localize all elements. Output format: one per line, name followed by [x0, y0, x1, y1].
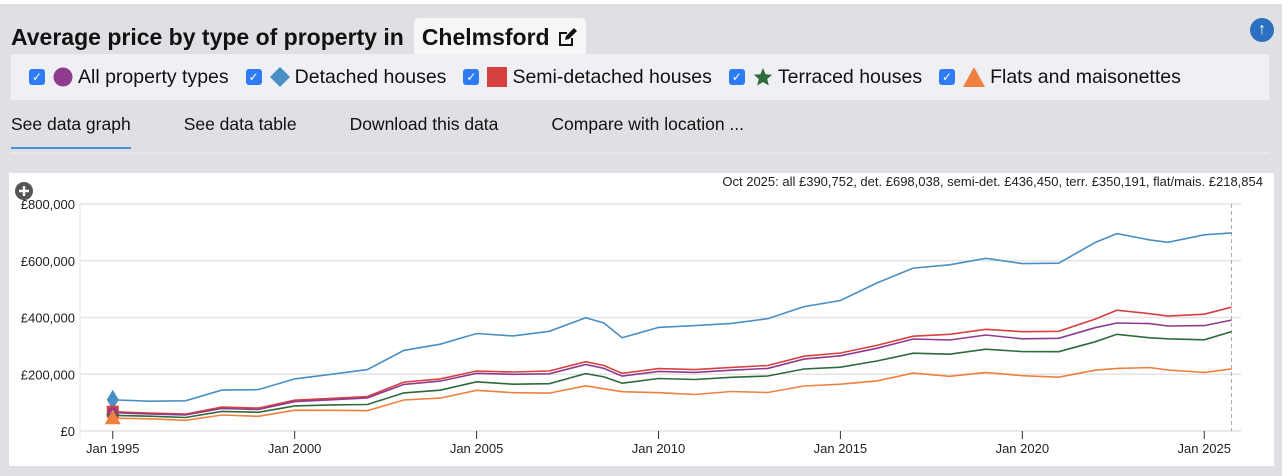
checkbox[interactable]: ✓ [939, 69, 956, 85]
checkbox[interactable]: ✓ [29, 69, 45, 85]
checkbox[interactable]: ✓ [728, 69, 745, 85]
legend-item-all[interactable]: ✓ All property types [29, 66, 229, 89]
x-tick-label: Jan 2015 [814, 441, 868, 456]
zoom-in-icon[interactable] [15, 182, 33, 200]
legend-label: Terraced houses [777, 65, 923, 88]
y-tick-label: £400,000 [21, 311, 75, 326]
tab-data-graph[interactable]: See data graph [11, 114, 131, 149]
page-title: Average price by type of property in [11, 24, 404, 50]
legend-item-flats[interactable]: ✓ Flats and maisonettes [939, 66, 1181, 89]
x-tick-label: Jan 2010 [632, 441, 686, 456]
x-tick-label: Jan 2000 [268, 441, 322, 456]
series-line-detached-houses [112, 232, 1232, 403]
legend-item-detached[interactable]: ✓ Detached houses [245, 65, 447, 89]
tab-download-data[interactable]: Download this data [349, 114, 499, 134]
location-name: Chelmsford [421, 24, 550, 50]
x-tick-label: Jan 2005 [450, 441, 504, 456]
checkbox[interactable]: ✓ [463, 69, 480, 85]
legend-label: All property types [78, 65, 229, 88]
square-marker-icon [487, 67, 508, 87]
diamond-marker-icon [269, 67, 290, 87]
view-tabs: See data graph See data table Download t… [11, 114, 797, 149]
x-tick-label: Jan 1995 [86, 441, 140, 456]
x-tick-label: Jan 2025 [1178, 441, 1232, 456]
circle-marker-icon [53, 67, 73, 87]
series-line-all-property-types [112, 319, 1232, 416]
star-marker-icon [753, 68, 773, 86]
triangle-marker-icon [963, 67, 986, 87]
legend-item-terraced[interactable]: ✓ Terraced houses [728, 65, 923, 89]
tab-data-table[interactable]: See data table [183, 114, 297, 134]
checkbox[interactable]: ✓ [245, 69, 262, 85]
y-tick-label: £600,000 [21, 254, 75, 269]
detached-start-marker [106, 389, 119, 410]
tab-divider [11, 152, 1269, 154]
chart-area: £0 £200,000 £400,000 £600,000 £800,000 Jan 19… [9, 173, 1274, 466]
location-selector[interactable]: Chelmsford [413, 18, 586, 57]
x-tick-label: Jan 2020 [996, 441, 1050, 456]
series-legend: ✓ All property types ✓ Detached houses ✓ Se… [11, 54, 1269, 100]
series-line-semi-detached-houses [112, 306, 1232, 415]
y-tick-label: £800,000 [21, 197, 75, 212]
property-price-panel: Average price by type of property in Che… [0, 4, 1282, 476]
series-line-flats-and-maisonettes [112, 366, 1232, 422]
legend-item-semi-detached[interactable]: ✓ Semi-detached houses [463, 65, 712, 89]
legend-label: Flats and maisonettes [990, 65, 1181, 88]
flats-start-marker [104, 409, 121, 425]
y-tick-label: £0 [61, 424, 75, 439]
tab-compare-location[interactable]: Compare with location ... [551, 114, 745, 134]
panel-header: Average price by type of property in Che… [11, 18, 586, 57]
series-line-terraced-houses [112, 330, 1232, 419]
legend-label: Semi-detached houses [512, 65, 712, 88]
arrow-up-icon[interactable]: ↑ [1250, 18, 1274, 42]
edit-icon [558, 27, 577, 46]
legend-label: Detached houses [294, 65, 447, 88]
y-tick-label: £200,000 [21, 367, 75, 382]
hover-annotation: Oct 2025: all £390,752, det. £698,038, s… [722, 174, 1263, 189]
price-line-chart: £0 £200,000 £400,000 £600,000 £800,000 Jan 19… [15, 174, 1263, 456]
